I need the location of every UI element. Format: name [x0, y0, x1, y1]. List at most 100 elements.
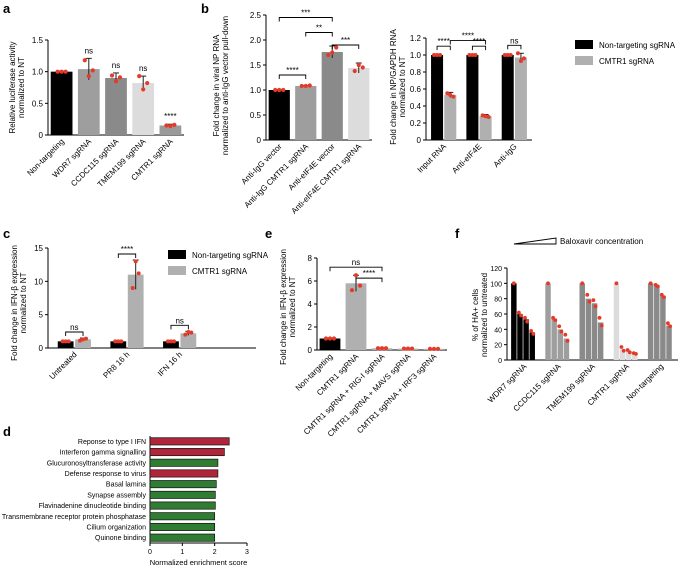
- y-tick-label: 100: [490, 281, 502, 288]
- y-tick-label: 1.0: [250, 86, 262, 95]
- y-axis-label-line: normalized to NT: [17, 57, 26, 118]
- data-point: [81, 337, 86, 342]
- data-point: [593, 304, 598, 309]
- legend-label: Non-targeting sgRNA: [599, 41, 676, 50]
- data-point: [559, 329, 564, 334]
- data-point: [486, 115, 491, 120]
- significance-bracket: [170, 324, 189, 330]
- data-point: [164, 123, 169, 128]
- y-tick-label: 20: [494, 343, 502, 350]
- data-point: [352, 68, 357, 74]
- bar: [660, 296, 666, 360]
- bar: [268, 90, 290, 140]
- significance-label: ****: [462, 32, 474, 41]
- data-point: [273, 87, 278, 93]
- data-point: [531, 332, 536, 336]
- y-tick-label: 2.0: [250, 36, 262, 45]
- bar: [127, 274, 144, 348]
- panel-b-left: 0 0.5 1.0 1.5 2.0 2.5 Fold change in viral NP …: [212, 9, 372, 216]
- data-point: [668, 324, 673, 329]
- data-point: [186, 330, 191, 334]
- data-point: [165, 339, 170, 344]
- y-tick-label: 0.6: [410, 85, 422, 94]
- y-axis-label-line: Fold change in NP/GAPDH RNA: [389, 29, 398, 145]
- y-tick-label: 2.5: [250, 11, 262, 20]
- data-point: [277, 87, 282, 93]
- significance-bracket: [65, 331, 84, 336]
- bar: [149, 437, 230, 446]
- data-point: [648, 281, 653, 286]
- bar: [149, 522, 216, 531]
- y-tick-label: 120: [490, 266, 502, 273]
- data-point: [136, 271, 141, 276]
- bar: [466, 55, 479, 140]
- data-point: [334, 45, 339, 50]
- legend-swatch: [168, 250, 186, 259]
- y-tick-label: 0: [39, 344, 44, 353]
- y-tick-label: 80: [494, 297, 502, 304]
- data-point: [78, 338, 83, 343]
- bar: [149, 448, 225, 457]
- y-axis-label-line: % of HA+ cells: [471, 289, 480, 341]
- data-point: [383, 346, 389, 351]
- data-point: [445, 91, 450, 96]
- y-axis-label-line: Fold change in viral NP RNA: [212, 34, 221, 136]
- x-tick-label: Untreated: [48, 350, 79, 381]
- significance-label: ****: [164, 112, 176, 121]
- significance-label: ns: [85, 46, 93, 55]
- data-point: [299, 83, 304, 89]
- y-tick-label: Reponse to type I IFN: [78, 439, 146, 446]
- y-axis-label-line: normalized to anti-IgG vector pull-down: [221, 16, 230, 155]
- data-point: [137, 74, 142, 79]
- y-axis-label: % of HA+ cellsnormalized to untreated: [471, 273, 489, 357]
- data-point: [580, 281, 585, 286]
- y-axis-label-line: normalized to untreated: [480, 273, 489, 357]
- y-tick-label: Interferon gamma signalling: [60, 450, 146, 457]
- bar: [149, 512, 216, 521]
- data-point: [519, 313, 523, 318]
- bar: [77, 69, 100, 135]
- data-point: [515, 51, 520, 56]
- y-tick-label: 1.0: [32, 68, 44, 77]
- x-tick-label: IFN 16 h: [156, 350, 184, 378]
- significance-label: ****: [286, 66, 298, 75]
- y-axis-label-line: Fold change in IFN-β expression: [279, 249, 288, 365]
- x-tick-label: Input RNA: [416, 142, 449, 175]
- data-point: [563, 332, 568, 337]
- significance-bracket: [331, 44, 360, 49]
- bar: [501, 55, 514, 140]
- data-point: [82, 58, 87, 63]
- bar: [585, 298, 592, 360]
- data-point: [427, 346, 433, 351]
- y-tick-label: 0.4: [410, 102, 422, 111]
- significance-label: ns: [510, 36, 518, 45]
- data-point: [587, 299, 592, 304]
- significance-label: ns: [70, 323, 78, 332]
- significance-label: ***: [301, 9, 310, 18]
- y-tick-label: 6: [308, 277, 313, 286]
- significance-label: ns: [175, 316, 183, 325]
- data-point: [591, 298, 596, 303]
- y-tick-label: 0.2: [410, 119, 422, 128]
- significance-bracket: [305, 32, 333, 37]
- data-point: [614, 281, 619, 286]
- data-point: [438, 53, 443, 57]
- panel-d: 0 1 2 3 Normalized enrichment score Reponse t…: [2, 436, 249, 567]
- y-axis-label-line: normalized to NT: [398, 56, 407, 117]
- data-point: [189, 330, 194, 335]
- y-axis-label: Fold change in IFN-β expressionnormalize…: [10, 245, 28, 361]
- bar: [149, 480, 217, 489]
- data-point: [634, 351, 638, 356]
- x-tick-label: 0: [148, 549, 152, 556]
- data-point: [353, 273, 359, 278]
- data-point: [130, 286, 135, 290]
- legend-label: Non-targeting sgRNA: [192, 251, 269, 260]
- y-axis-label-line: Relative luciferase activity: [8, 41, 17, 133]
- data-point: [360, 65, 365, 70]
- bar: [431, 55, 444, 140]
- x-tick-label: TMEM199 sgRNA: [96, 137, 148, 189]
- significance-label: ****: [363, 269, 375, 278]
- data-point: [59, 69, 64, 74]
- y-tick-label: 15: [34, 244, 43, 253]
- legend-swatch: [575, 40, 593, 49]
